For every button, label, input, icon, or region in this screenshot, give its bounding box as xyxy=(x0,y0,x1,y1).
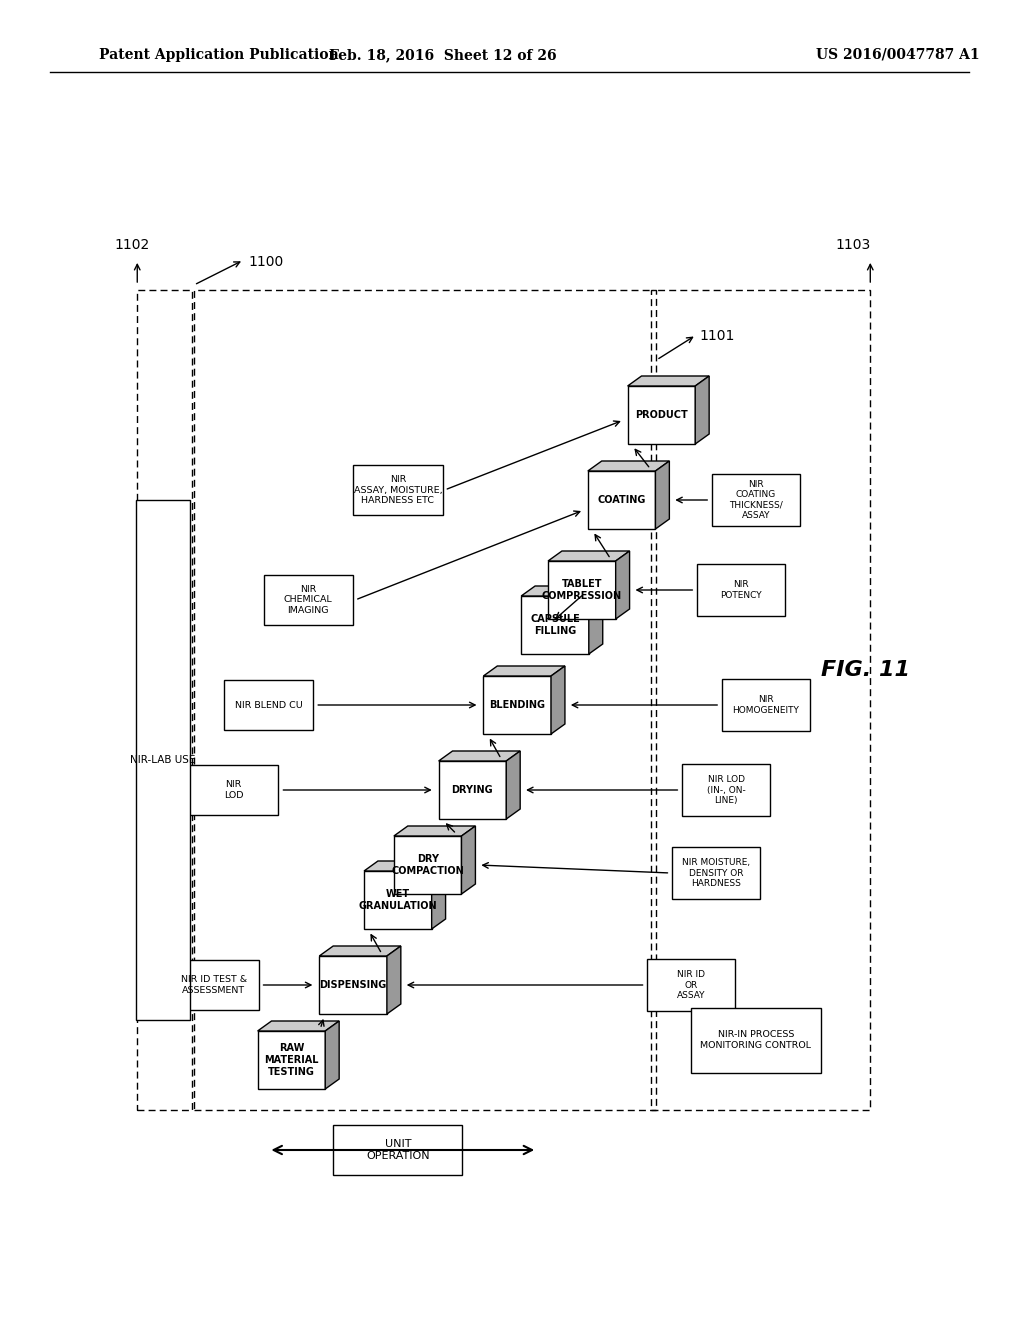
Bar xyxy=(722,678,810,731)
Text: CAPSULE
FILLING: CAPSULE FILLING xyxy=(530,614,580,636)
Bar xyxy=(136,500,190,1020)
Text: TABLET
COMPRESSION: TABLET COMPRESSION xyxy=(542,579,622,601)
Polygon shape xyxy=(364,861,445,871)
Text: COATING: COATING xyxy=(597,495,646,506)
Polygon shape xyxy=(695,376,710,444)
Polygon shape xyxy=(521,586,603,597)
Text: RAW
MATERIAL
TESTING: RAW MATERIAL TESTING xyxy=(264,1043,318,1077)
Polygon shape xyxy=(258,1031,326,1089)
Bar xyxy=(333,1125,463,1175)
Polygon shape xyxy=(432,861,445,929)
Bar xyxy=(697,564,784,616)
Polygon shape xyxy=(589,586,603,653)
Polygon shape xyxy=(319,946,400,956)
Bar xyxy=(647,960,735,1011)
Text: UNIT
OPERATION: UNIT OPERATION xyxy=(366,1139,430,1160)
Text: NIR
CHEMICAL
IMAGING: NIR CHEMICAL IMAGING xyxy=(284,585,333,615)
Text: NIR ID TEST &
ASSESSMENT: NIR ID TEST & ASSESSMENT xyxy=(181,975,247,995)
Text: NIR
COATING
THICKNESS/
ASSAY: NIR COATING THICKNESS/ ASSAY xyxy=(729,480,782,520)
Text: NIR LOD
(IN-, ON-
LINE): NIR LOD (IN-, ON- LINE) xyxy=(707,775,745,805)
Polygon shape xyxy=(394,836,462,894)
Polygon shape xyxy=(551,667,565,734)
Text: 1102: 1102 xyxy=(115,238,150,252)
Text: FIG. 11: FIG. 11 xyxy=(821,660,909,680)
Bar xyxy=(682,764,770,816)
Polygon shape xyxy=(438,751,520,762)
Polygon shape xyxy=(394,826,475,836)
Text: NIR MOISTURE,
DENSITY OR
HARDNESS: NIR MOISTURE, DENSITY OR HARDNESS xyxy=(682,858,751,888)
Text: PRODUCT: PRODUCT xyxy=(635,411,688,420)
Text: 1103: 1103 xyxy=(836,238,870,252)
Text: NIR-LAB USE: NIR-LAB USE xyxy=(130,755,196,766)
Text: NIR ID
OR
ASSAY: NIR ID OR ASSAY xyxy=(677,970,706,1001)
Polygon shape xyxy=(326,1020,339,1089)
Polygon shape xyxy=(548,550,630,561)
Bar xyxy=(651,290,870,1110)
Text: NIR-IN PROCESS
MONITORING CONTROL: NIR-IN PROCESS MONITORING CONTROL xyxy=(700,1031,811,1049)
Text: NIR
HOMOGENEITY: NIR HOMOGENEITY xyxy=(732,696,800,714)
Bar xyxy=(189,766,279,814)
Text: 1100: 1100 xyxy=(249,255,284,269)
Text: BLENDING: BLENDING xyxy=(489,700,545,710)
Polygon shape xyxy=(483,667,565,676)
Text: DISPENSING: DISPENSING xyxy=(319,979,387,990)
Bar xyxy=(224,680,313,730)
Polygon shape xyxy=(615,550,630,619)
Bar xyxy=(263,576,353,624)
Bar xyxy=(673,847,760,899)
Text: Patent Application Publication: Patent Application Publication xyxy=(99,48,339,62)
Text: 1101: 1101 xyxy=(699,329,734,343)
Polygon shape xyxy=(387,946,400,1014)
Polygon shape xyxy=(506,751,520,818)
Text: DRYING: DRYING xyxy=(452,785,494,795)
Polygon shape xyxy=(628,385,695,444)
Polygon shape xyxy=(628,376,710,385)
Text: US 2016/0047787 A1: US 2016/0047787 A1 xyxy=(815,48,979,62)
Bar xyxy=(353,465,442,515)
Bar xyxy=(169,960,259,1010)
Polygon shape xyxy=(655,461,670,529)
Text: DRY
COMPACTION: DRY COMPACTION xyxy=(391,854,464,875)
Polygon shape xyxy=(319,956,387,1014)
Bar xyxy=(712,474,800,525)
Polygon shape xyxy=(483,676,551,734)
Polygon shape xyxy=(462,826,475,894)
Text: WET
GRANULATION: WET GRANULATION xyxy=(358,890,437,911)
Text: NIR
LOD: NIR LOD xyxy=(224,780,244,800)
Text: NIR
ASSAY, MOISTURE,
HARDNESS ETC: NIR ASSAY, MOISTURE, HARDNESS ETC xyxy=(353,475,442,504)
Polygon shape xyxy=(364,871,432,929)
Polygon shape xyxy=(588,471,655,529)
Polygon shape xyxy=(438,762,506,818)
Text: NIR BLEND CU: NIR BLEND CU xyxy=(234,701,302,710)
Text: Feb. 18, 2016  Sheet 12 of 26: Feb. 18, 2016 Sheet 12 of 26 xyxy=(329,48,556,62)
Text: NIR
POTENCY: NIR POTENCY xyxy=(720,581,762,599)
Polygon shape xyxy=(258,1020,339,1031)
Bar xyxy=(691,1007,820,1072)
Polygon shape xyxy=(548,561,615,619)
Polygon shape xyxy=(521,597,589,653)
Bar xyxy=(194,290,656,1110)
Polygon shape xyxy=(588,461,670,471)
Bar xyxy=(137,290,191,1110)
